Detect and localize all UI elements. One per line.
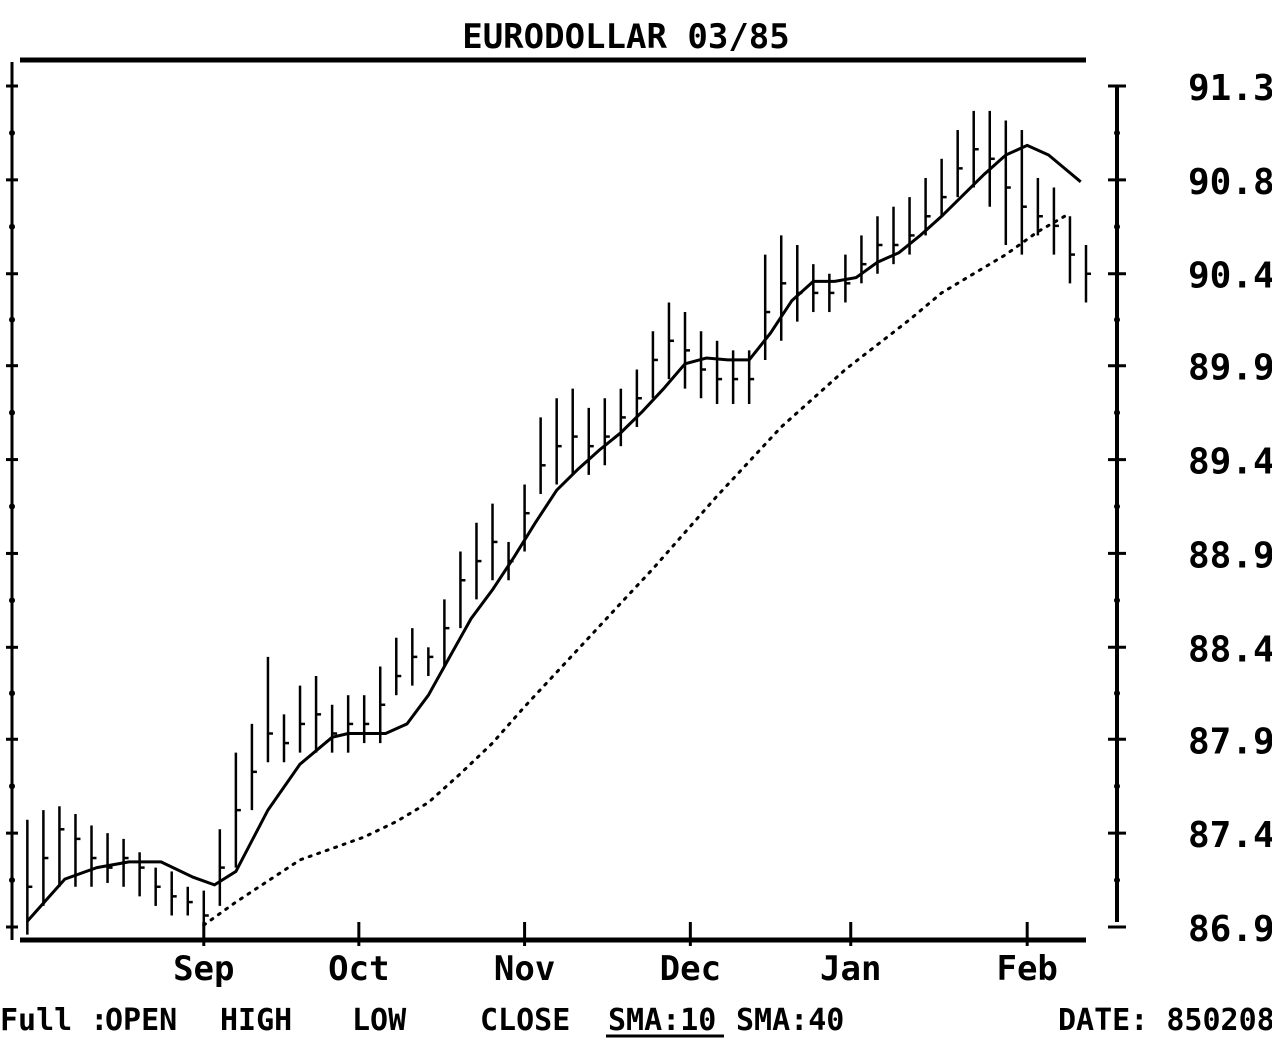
footer-sma40: SMA:40: [736, 1003, 844, 1038]
y-minor-tick-right: [1114, 129, 1120, 136]
y-tick-label: 87.97: [1188, 721, 1272, 762]
y-minor-tick-left: [9, 690, 15, 697]
y-tick-label: 89.43: [1188, 442, 1272, 483]
y-tick-label: 88.94: [1188, 535, 1272, 576]
y-minor-tick-left: [9, 223, 15, 230]
y-minor-tick-left: [9, 409, 15, 416]
y-minor-tick-right: [1114, 783, 1120, 790]
y-minor-tick-right: [1114, 223, 1120, 230]
footer-date: DATE: 850208: [1058, 1003, 1272, 1038]
y-minor-tick-right: [1114, 597, 1120, 604]
y-minor-tick-right: [1114, 503, 1120, 510]
footer-low: LOW: [352, 1003, 407, 1038]
y-minor-tick-left: [9, 877, 15, 884]
x-tick-label: Jan: [820, 949, 881, 989]
y-minor-tick-left: [9, 503, 15, 510]
footer-open: OPEN: [105, 1003, 177, 1038]
y-minor-tick-right: [1114, 690, 1120, 697]
y-tick-label: 86.99: [1188, 909, 1272, 950]
footer-mode: Full :: [0, 1003, 108, 1038]
legend-footer: Full : OPEN HIGH LOW CLOSE SMA:10 SMA:40…: [0, 1003, 1272, 1038]
y-tick-label: 89.92: [1188, 348, 1272, 389]
x-tick-label: Sep: [173, 949, 234, 989]
axis-ticks: [6, 84, 1126, 946]
y-minor-tick-left: [9, 597, 15, 604]
y-minor-tick-right: [1114, 409, 1120, 416]
chart-title: EURODOLLAR 03/85: [462, 17, 790, 57]
ohlc-bars: [26, 110, 1091, 935]
footer-sma10: SMA:10: [608, 1003, 716, 1038]
sma-lines: [26, 143, 1082, 927]
y-minor-tick-left: [9, 129, 15, 136]
y-tick-label: 91.38: [1188, 68, 1272, 109]
y-minor-tick-right: [1114, 877, 1120, 884]
y-minor-tick-right: [1114, 316, 1120, 323]
y-minor-tick-left: [9, 316, 15, 323]
y-tick-labels: 86.99 87.48 87.97 88.45 88.94 89.43 89.92 90.40…: [1188, 68, 1272, 950]
sma-40-line: [202, 214, 1067, 927]
x-tick-label: Oct: [328, 949, 389, 989]
y-tick-label: 87.48: [1188, 815, 1272, 856]
y-tick-label: 90.40: [1188, 256, 1272, 297]
x-tick-label: Dec: [660, 949, 721, 989]
sma-10-line: [26, 143, 1082, 923]
footer-close: CLOSE: [480, 1003, 570, 1038]
x-tick-label: Nov: [494, 949, 555, 989]
y-minor-tick-left: [9, 783, 15, 790]
x-tick-labels: Sep Oct Nov Dec Jan Feb: [173, 949, 1058, 989]
y-tick-label: 90.89: [1188, 162, 1272, 203]
footer-high: HIGH: [220, 1003, 292, 1038]
x-tick-label: Feb: [996, 949, 1057, 989]
y-tick-label: 88.45: [1188, 629, 1272, 670]
